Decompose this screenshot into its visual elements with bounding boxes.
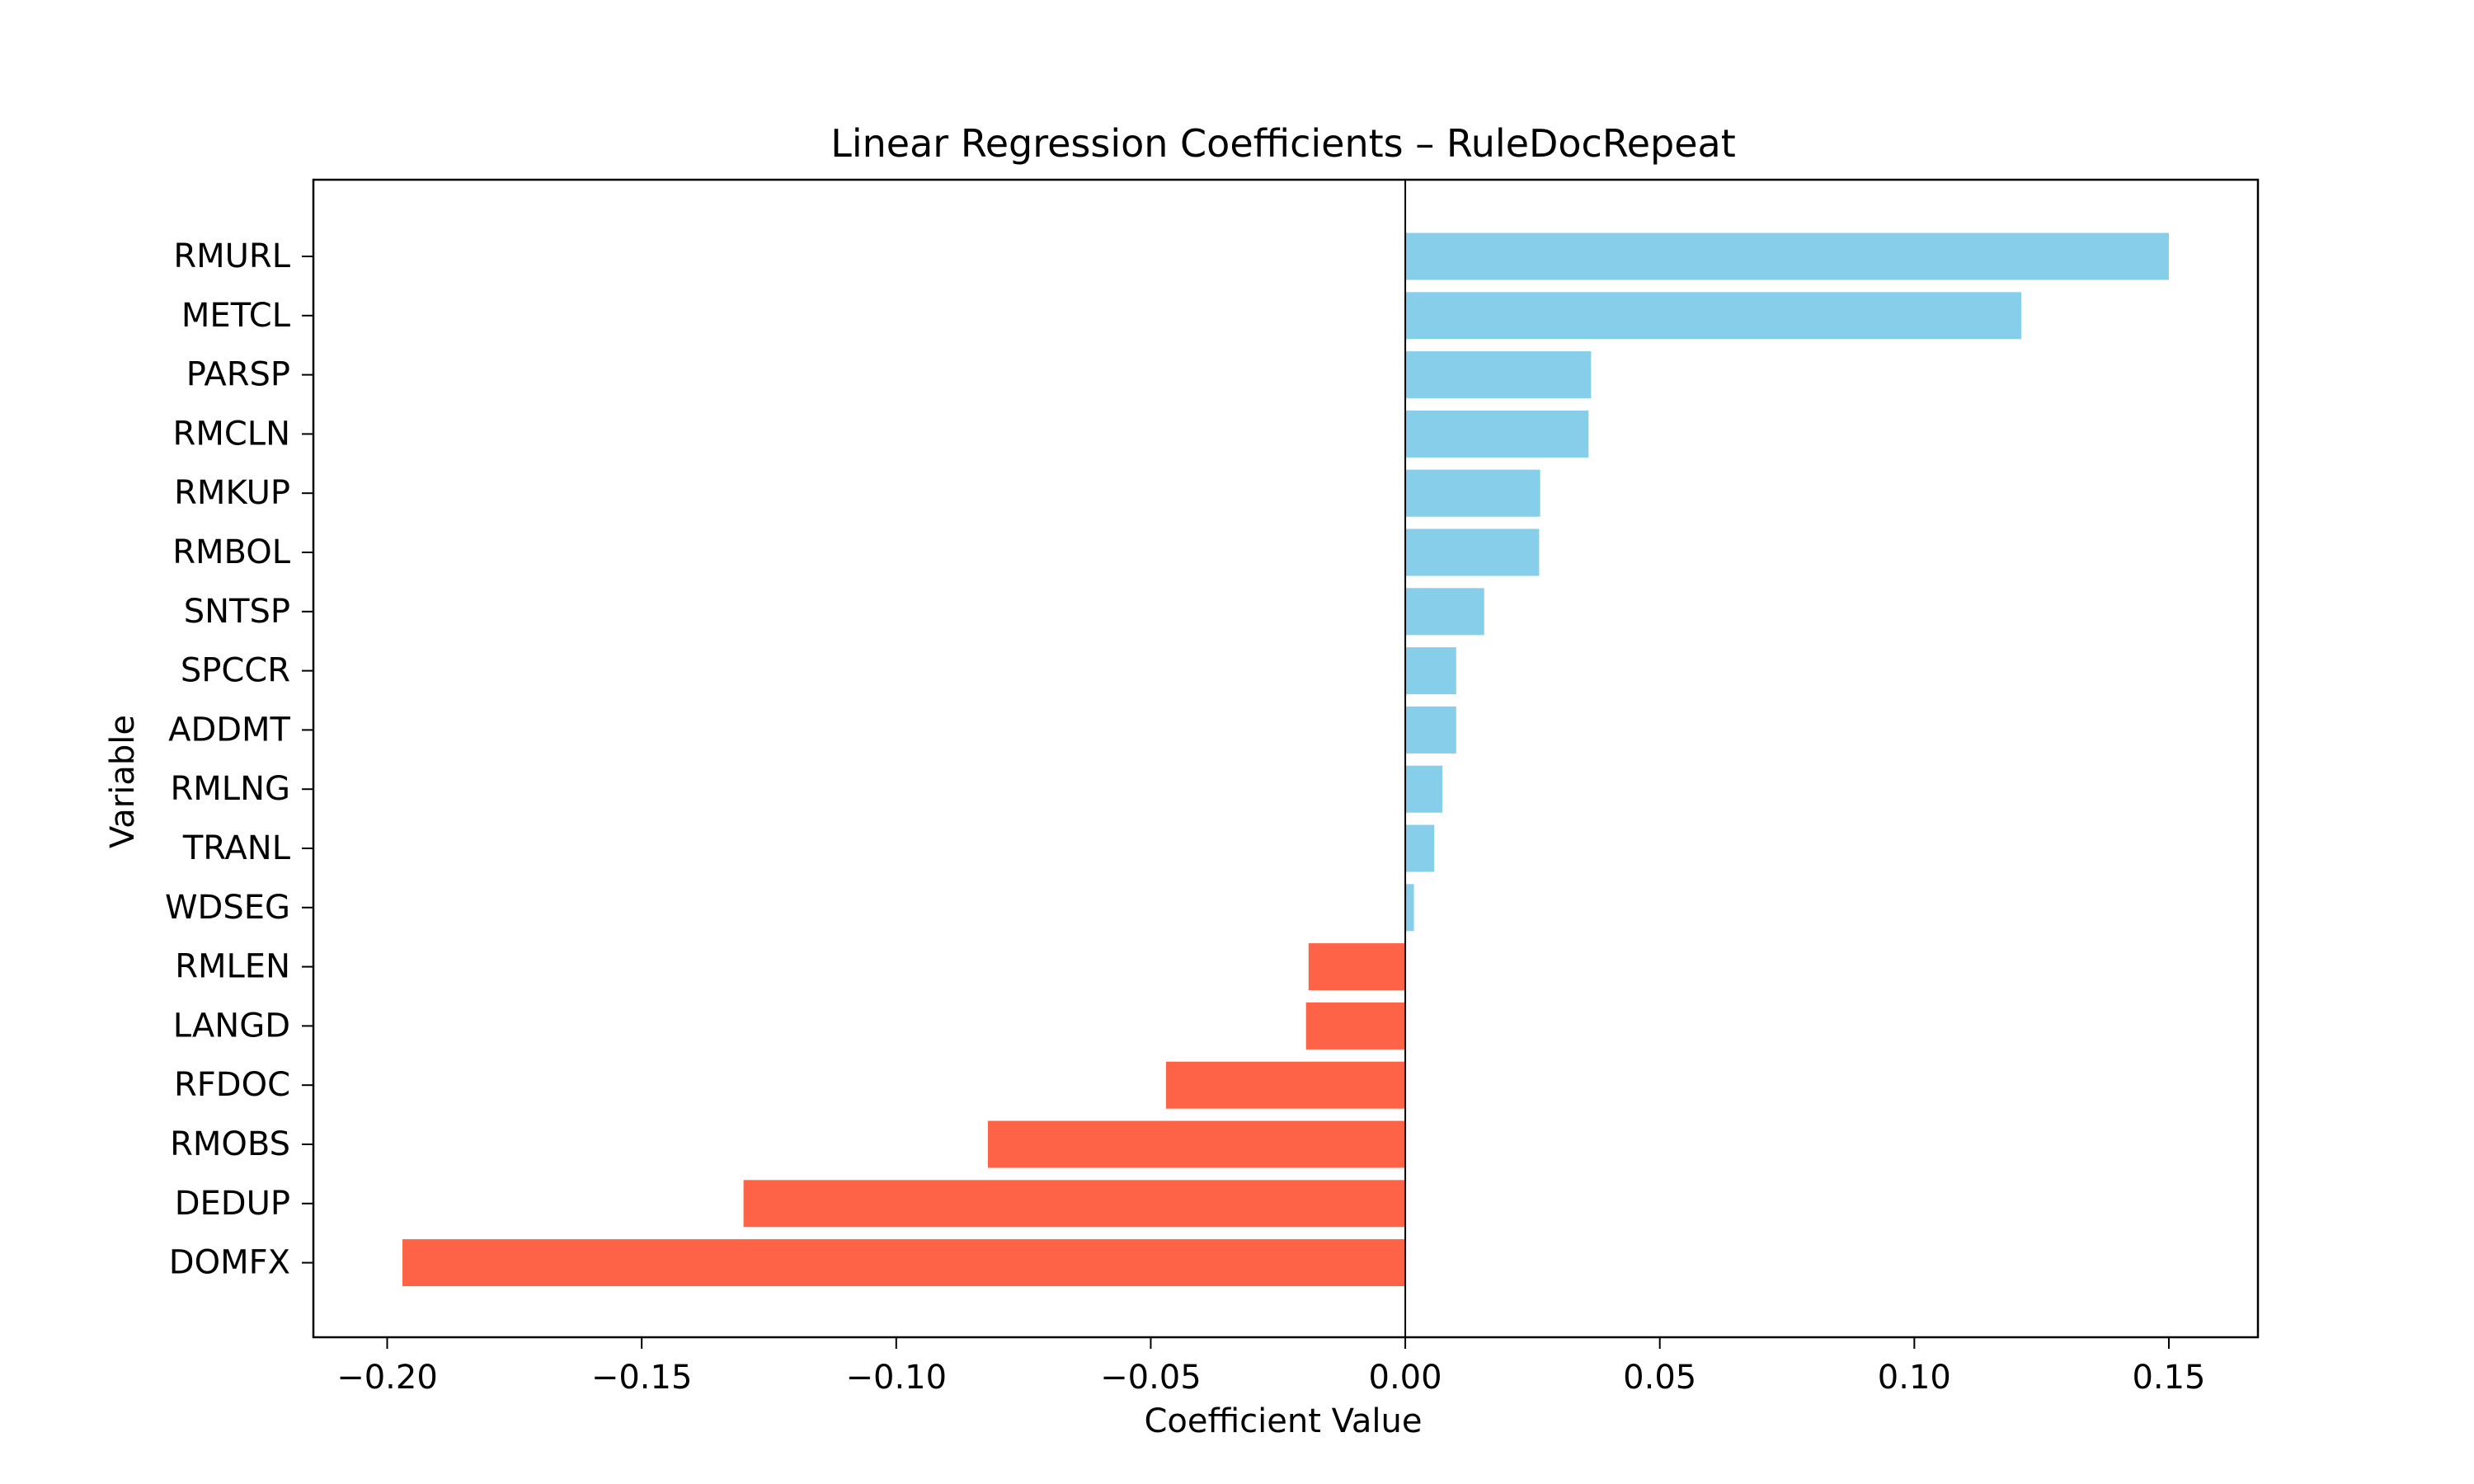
bar-rmlen (1308, 943, 1406, 991)
y-tick-label-rmbol: RMBOL (172, 533, 291, 571)
x-axis-ticks: −0.20 −0.15 −0.10 −0.05 0.00 0.05 0.10 0.15 (336, 1337, 2206, 1397)
bar-rmkup (1405, 469, 1540, 517)
bar-langd (1305, 1002, 1406, 1050)
y-tick-label-sntsp: SNTSP (184, 593, 290, 631)
bar-rmobs (987, 1120, 1406, 1168)
bar-rmlng (1405, 765, 1443, 813)
y-tick-label-wdseg: WDSEG (165, 889, 290, 927)
x-tick-label-3: −0.05 (1100, 1359, 1202, 1397)
x-tick-label-1: −0.15 (591, 1359, 693, 1397)
bar-rmcln (1405, 410, 1589, 458)
bar-dedup (743, 1180, 1406, 1228)
y-tick-label-langd: LANGD (173, 1007, 290, 1045)
y-tick-label-rmurl: RMURL (173, 237, 290, 275)
y-tick-label-domfx: DOMFX (169, 1244, 290, 1282)
y-tick-label-rmkup: RMKUP (174, 474, 290, 512)
y-tick-label-metcl: METCL (181, 297, 291, 335)
y-tick-label-rfdoc: RFDOC (174, 1066, 290, 1104)
y-tick-label-rmobs: RMOBS (170, 1125, 290, 1163)
bar-rfdoc (1165, 1061, 1406, 1109)
y-axis-ticks: RMURL METCL PARSP RMCLN RMKUP RMBOL SNTSP SPCCR… (165, 237, 313, 1282)
x-tick-label-4: 0.00 (1369, 1359, 1442, 1397)
bar-rmbol (1405, 528, 1540, 576)
y-tick-label-addmt: ADDMT (168, 711, 290, 749)
bar-spccr (1405, 647, 1456, 695)
bar-addmt (1405, 706, 1456, 754)
bar-sntsp (1405, 588, 1484, 636)
x-tick-label-2: −0.10 (845, 1359, 947, 1397)
y-tick-label-rmcln: RMCLN (173, 415, 290, 453)
x-tick-label-7: 0.15 (2132, 1359, 2205, 1397)
bar-parsp (1405, 351, 1592, 399)
bar-domfx (402, 1239, 1406, 1287)
y-tick-label-parsp: PARSP (186, 356, 290, 394)
x-tick-label-6: 0.10 (1878, 1359, 1951, 1397)
bar-wdseg (1405, 884, 1414, 932)
bar-metcl (1405, 292, 2021, 340)
x-tick-label-0: −0.20 (336, 1359, 438, 1397)
y-tick-label-tranl: TRANL (182, 829, 291, 867)
chart-title: Linear Regression Coefficients – RuleDoc… (830, 121, 1736, 166)
y-axis-label: Variable (104, 715, 142, 848)
bars-group (402, 232, 2169, 1287)
bar-rmurl (1405, 232, 2169, 280)
x-tick-label-5: 0.05 (1623, 1359, 1696, 1397)
y-tick-label-dedup: DEDUP (175, 1185, 290, 1223)
bar-tranl (1405, 824, 1435, 872)
plot-frame (312, 178, 2260, 1339)
y-tick-label-spccr: SPCCR (181, 652, 290, 690)
y-tick-label-rmlen: RMLEN (175, 948, 290, 986)
x-axis-label: Coefficient Value (1145, 1402, 1423, 1440)
y-tick-label-rmlng: RMLNG (170, 770, 290, 808)
